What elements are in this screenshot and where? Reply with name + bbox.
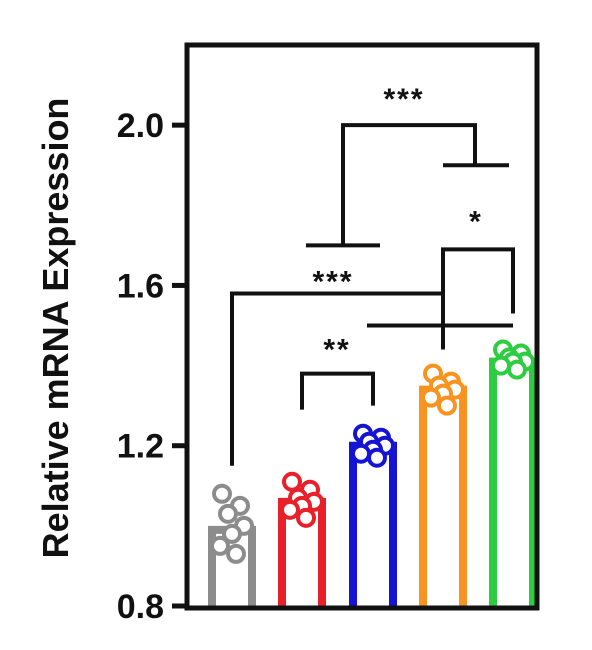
data-point xyxy=(493,358,509,374)
significance-label-1: ** xyxy=(323,334,350,367)
bar-5 xyxy=(493,362,533,606)
data-point xyxy=(214,486,230,502)
bracket-4 xyxy=(343,125,475,245)
data-point xyxy=(509,362,525,378)
bar-3 xyxy=(353,446,393,606)
significance-label-3: * xyxy=(469,205,483,238)
data-point xyxy=(220,506,236,522)
data-point xyxy=(439,398,455,414)
significance-label-4: *** xyxy=(383,83,424,116)
data-point xyxy=(369,450,385,466)
significance-label-2: *** xyxy=(312,265,353,298)
data-point xyxy=(284,474,300,490)
bracket-3 xyxy=(443,249,513,349)
y-axis-label: Relative mRNA Expression xyxy=(35,98,76,559)
y-tick-label-1: 1.2 xyxy=(117,428,164,466)
y-tick-label-3: 2.0 xyxy=(117,107,164,145)
y-ticks: 0.8 1.2 1.6 2.0 xyxy=(117,107,187,626)
data-point xyxy=(353,446,369,462)
significance-brackets: ********* xyxy=(232,83,513,466)
data-point xyxy=(228,546,244,562)
data-point xyxy=(423,390,439,406)
y-tick-label-0: 0.8 xyxy=(117,588,164,626)
bracket-1 xyxy=(302,374,373,410)
bracket-2 xyxy=(232,293,443,465)
data-point xyxy=(212,538,228,554)
data-point xyxy=(282,502,298,518)
data-point xyxy=(298,510,314,526)
y-tick-label-2: 1.6 xyxy=(117,267,164,305)
bar-4 xyxy=(423,390,463,606)
